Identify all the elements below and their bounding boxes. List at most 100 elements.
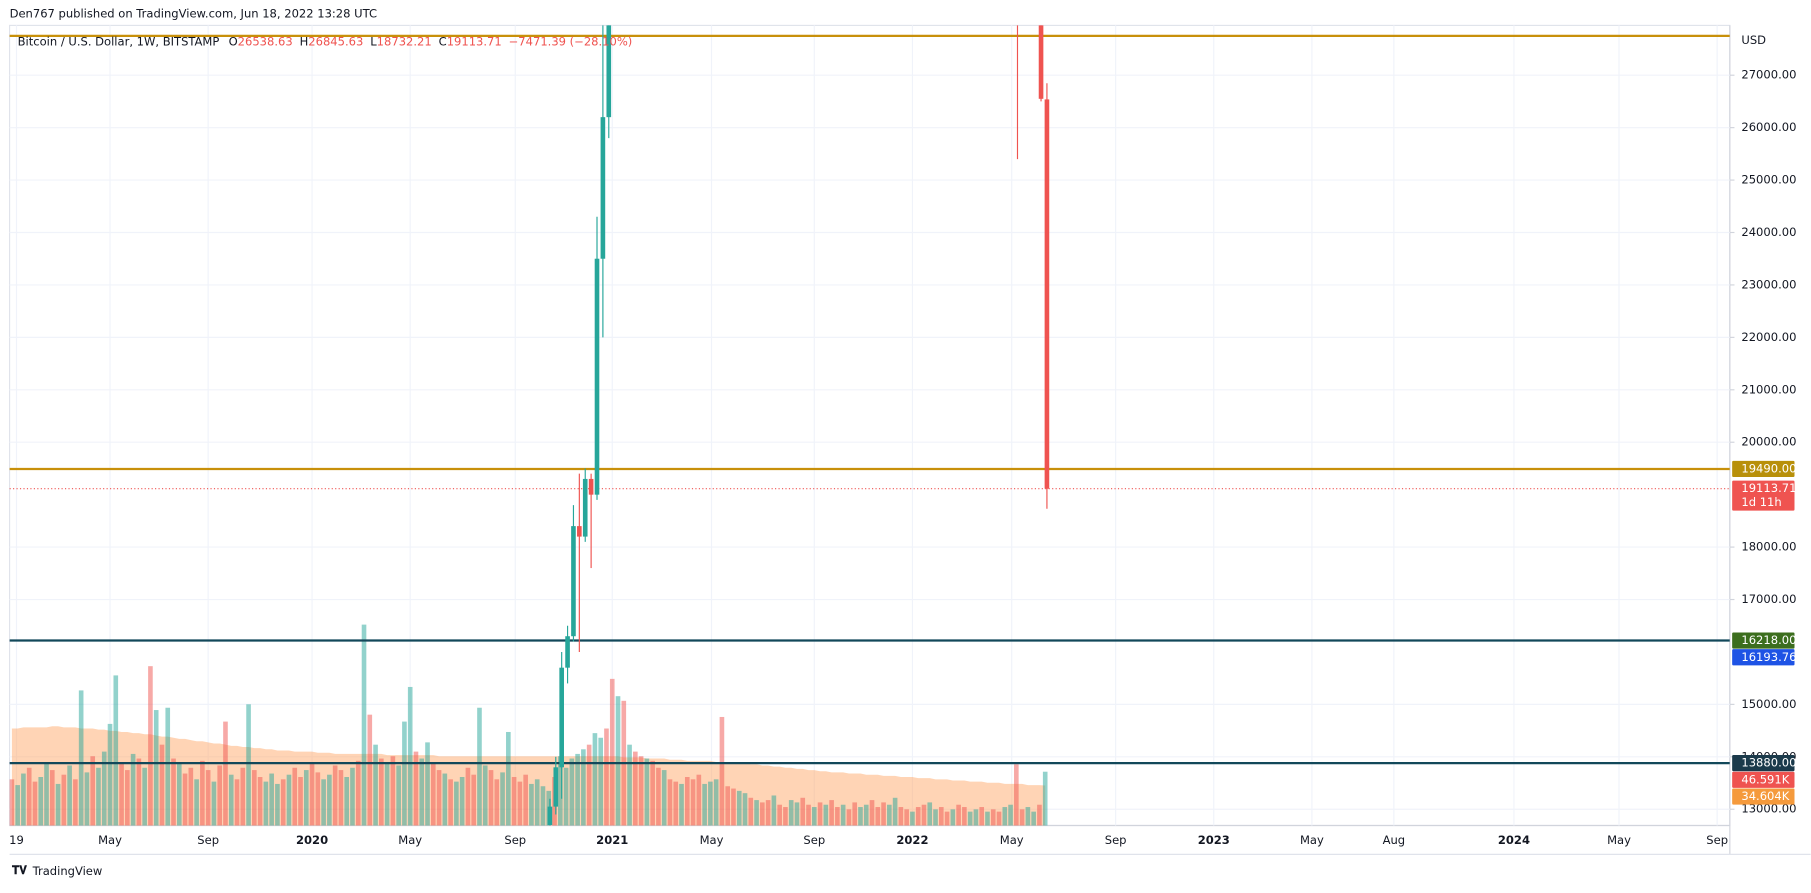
- price-badge-label: 46.591K: [1741, 772, 1789, 786]
- price-badge: [1732, 460, 1795, 478]
- volume-bar: [211, 781, 217, 826]
- volume-bar: [794, 802, 800, 826]
- volume-bar: [454, 781, 459, 826]
- price-badge: [1732, 649, 1795, 666]
- volume-bar: [384, 762, 390, 826]
- volume-bar: [586, 744, 592, 826]
- volume-pane: [9, 624, 1048, 826]
- volume-bar: [280, 779, 286, 826]
- volume-bar: [21, 773, 26, 826]
- volume-bar: [442, 773, 448, 826]
- volume-bar: [667, 779, 673, 826]
- volume-bar: [350, 767, 355, 826]
- volume-bar: [644, 758, 650, 826]
- candle-body: [600, 117, 606, 259]
- y-tick-label: 22000.00: [1741, 330, 1796, 344]
- x-tick-label: May: [1300, 833, 1324, 847]
- y-tick-label: 15000.00: [1741, 697, 1796, 711]
- volume-bar: [638, 756, 644, 826]
- volume-bar: [823, 804, 829, 826]
- price-badge-label: 16193.76: [1741, 650, 1796, 664]
- volume-bar: [713, 779, 719, 826]
- volume-bar: [846, 809, 852, 826]
- axes: 27000.00 26000.00 25000.00 24000.00 23000.00…: [9, 68, 1796, 847]
- volume-bar: [725, 786, 731, 826]
- volume-bar: [113, 675, 119, 826]
- ohlc-label: O: [229, 34, 238, 48]
- price-badge-label: 19113.71: [1741, 481, 1796, 495]
- volume-bar: [269, 773, 274, 826]
- volume-bar: [413, 751, 419, 826]
- volume-bar: [84, 772, 90, 826]
- volume-bar: [673, 781, 679, 826]
- volume-bar: [119, 762, 124, 826]
- y-tick-label: 18000.00: [1741, 540, 1796, 554]
- volume-bar: [852, 802, 858, 826]
- price-badge: [1732, 771, 1795, 788]
- y-tick-label: 21000.00: [1741, 382, 1796, 396]
- volume-bar: [44, 762, 49, 826]
- volume-bar: [881, 802, 886, 826]
- ohlc-value: 19113.71: [447, 34, 502, 48]
- volume-bar: [967, 811, 973, 826]
- y-tick-label: 23000.00: [1741, 277, 1796, 291]
- volume-bar: [1042, 771, 1048, 826]
- x-tick-label: May: [98, 833, 122, 847]
- volume-bar: [430, 762, 436, 826]
- volume-bar: [938, 807, 944, 826]
- volume-bar: [557, 756, 563, 826]
- volume-bar: [194, 779, 199, 826]
- volume-bar: [252, 770, 257, 826]
- volume-bar: [9, 779, 15, 826]
- volume-bar: [915, 807, 921, 826]
- volume-bar: [488, 770, 494, 826]
- volume-bar: [840, 804, 846, 826]
- volume-bar: [615, 696, 621, 826]
- volume-bar: [309, 762, 315, 826]
- volume-bar: [927, 802, 933, 826]
- volume-bar: [419, 758, 425, 826]
- volume-bar: [863, 804, 869, 826]
- volume-bar: [540, 786, 546, 826]
- ohlc-label: C: [439, 34, 447, 48]
- volume-bar: [327, 774, 332, 826]
- volume-bar: [26, 767, 32, 826]
- volume-bar: [217, 765, 223, 826]
- volume-bar: [38, 777, 44, 826]
- volume-bar: [223, 721, 228, 826]
- change-value: −7471.39 (−28.10%): [509, 34, 633, 48]
- candle-body: [547, 806, 553, 825]
- volume-bar: [684, 777, 690, 826]
- volume-bar: [425, 742, 430, 826]
- volume-bar: [373, 744, 378, 826]
- volume-bar: [661, 770, 667, 826]
- volume-bar: [482, 765, 488, 826]
- logo-mark: 𝐓𝐕: [12, 863, 28, 877]
- y-tick-label: 25000.00: [1741, 173, 1796, 187]
- volume-bar: [1025, 807, 1031, 826]
- price-badge-label: 19490.00: [1741, 461, 1796, 475]
- volume-bar: [96, 767, 101, 826]
- volume-bar: [471, 774, 477, 826]
- ohlc-value: 18732.21: [377, 34, 432, 48]
- x-tick-label: 2023: [1198, 833, 1230, 847]
- volume-bar: [950, 809, 956, 826]
- candle-body: [559, 667, 564, 768]
- volume-bar: [702, 783, 707, 826]
- volume-bar: [511, 777, 517, 826]
- x-tick-label: 2024: [1498, 833, 1530, 847]
- y-tick-label: 26000.00: [1741, 120, 1796, 134]
- volume-bar: [263, 781, 269, 826]
- volume-bar: [315, 772, 321, 826]
- volume-bar: [73, 779, 78, 826]
- volume-bar: [298, 777, 303, 826]
- volume-bar: [344, 777, 350, 826]
- volume-bar: [1031, 811, 1036, 826]
- volume-bar: [234, 779, 240, 826]
- y-tick-label: 24000.00: [1741, 225, 1796, 239]
- symbol-title: Bitcoin / U.S. Dollar, 1W, BITSTAMP: [18, 34, 220, 48]
- volume-bar: [78, 690, 84, 826]
- volume-bar: [910, 811, 915, 826]
- volume-bar: [200, 760, 205, 826]
